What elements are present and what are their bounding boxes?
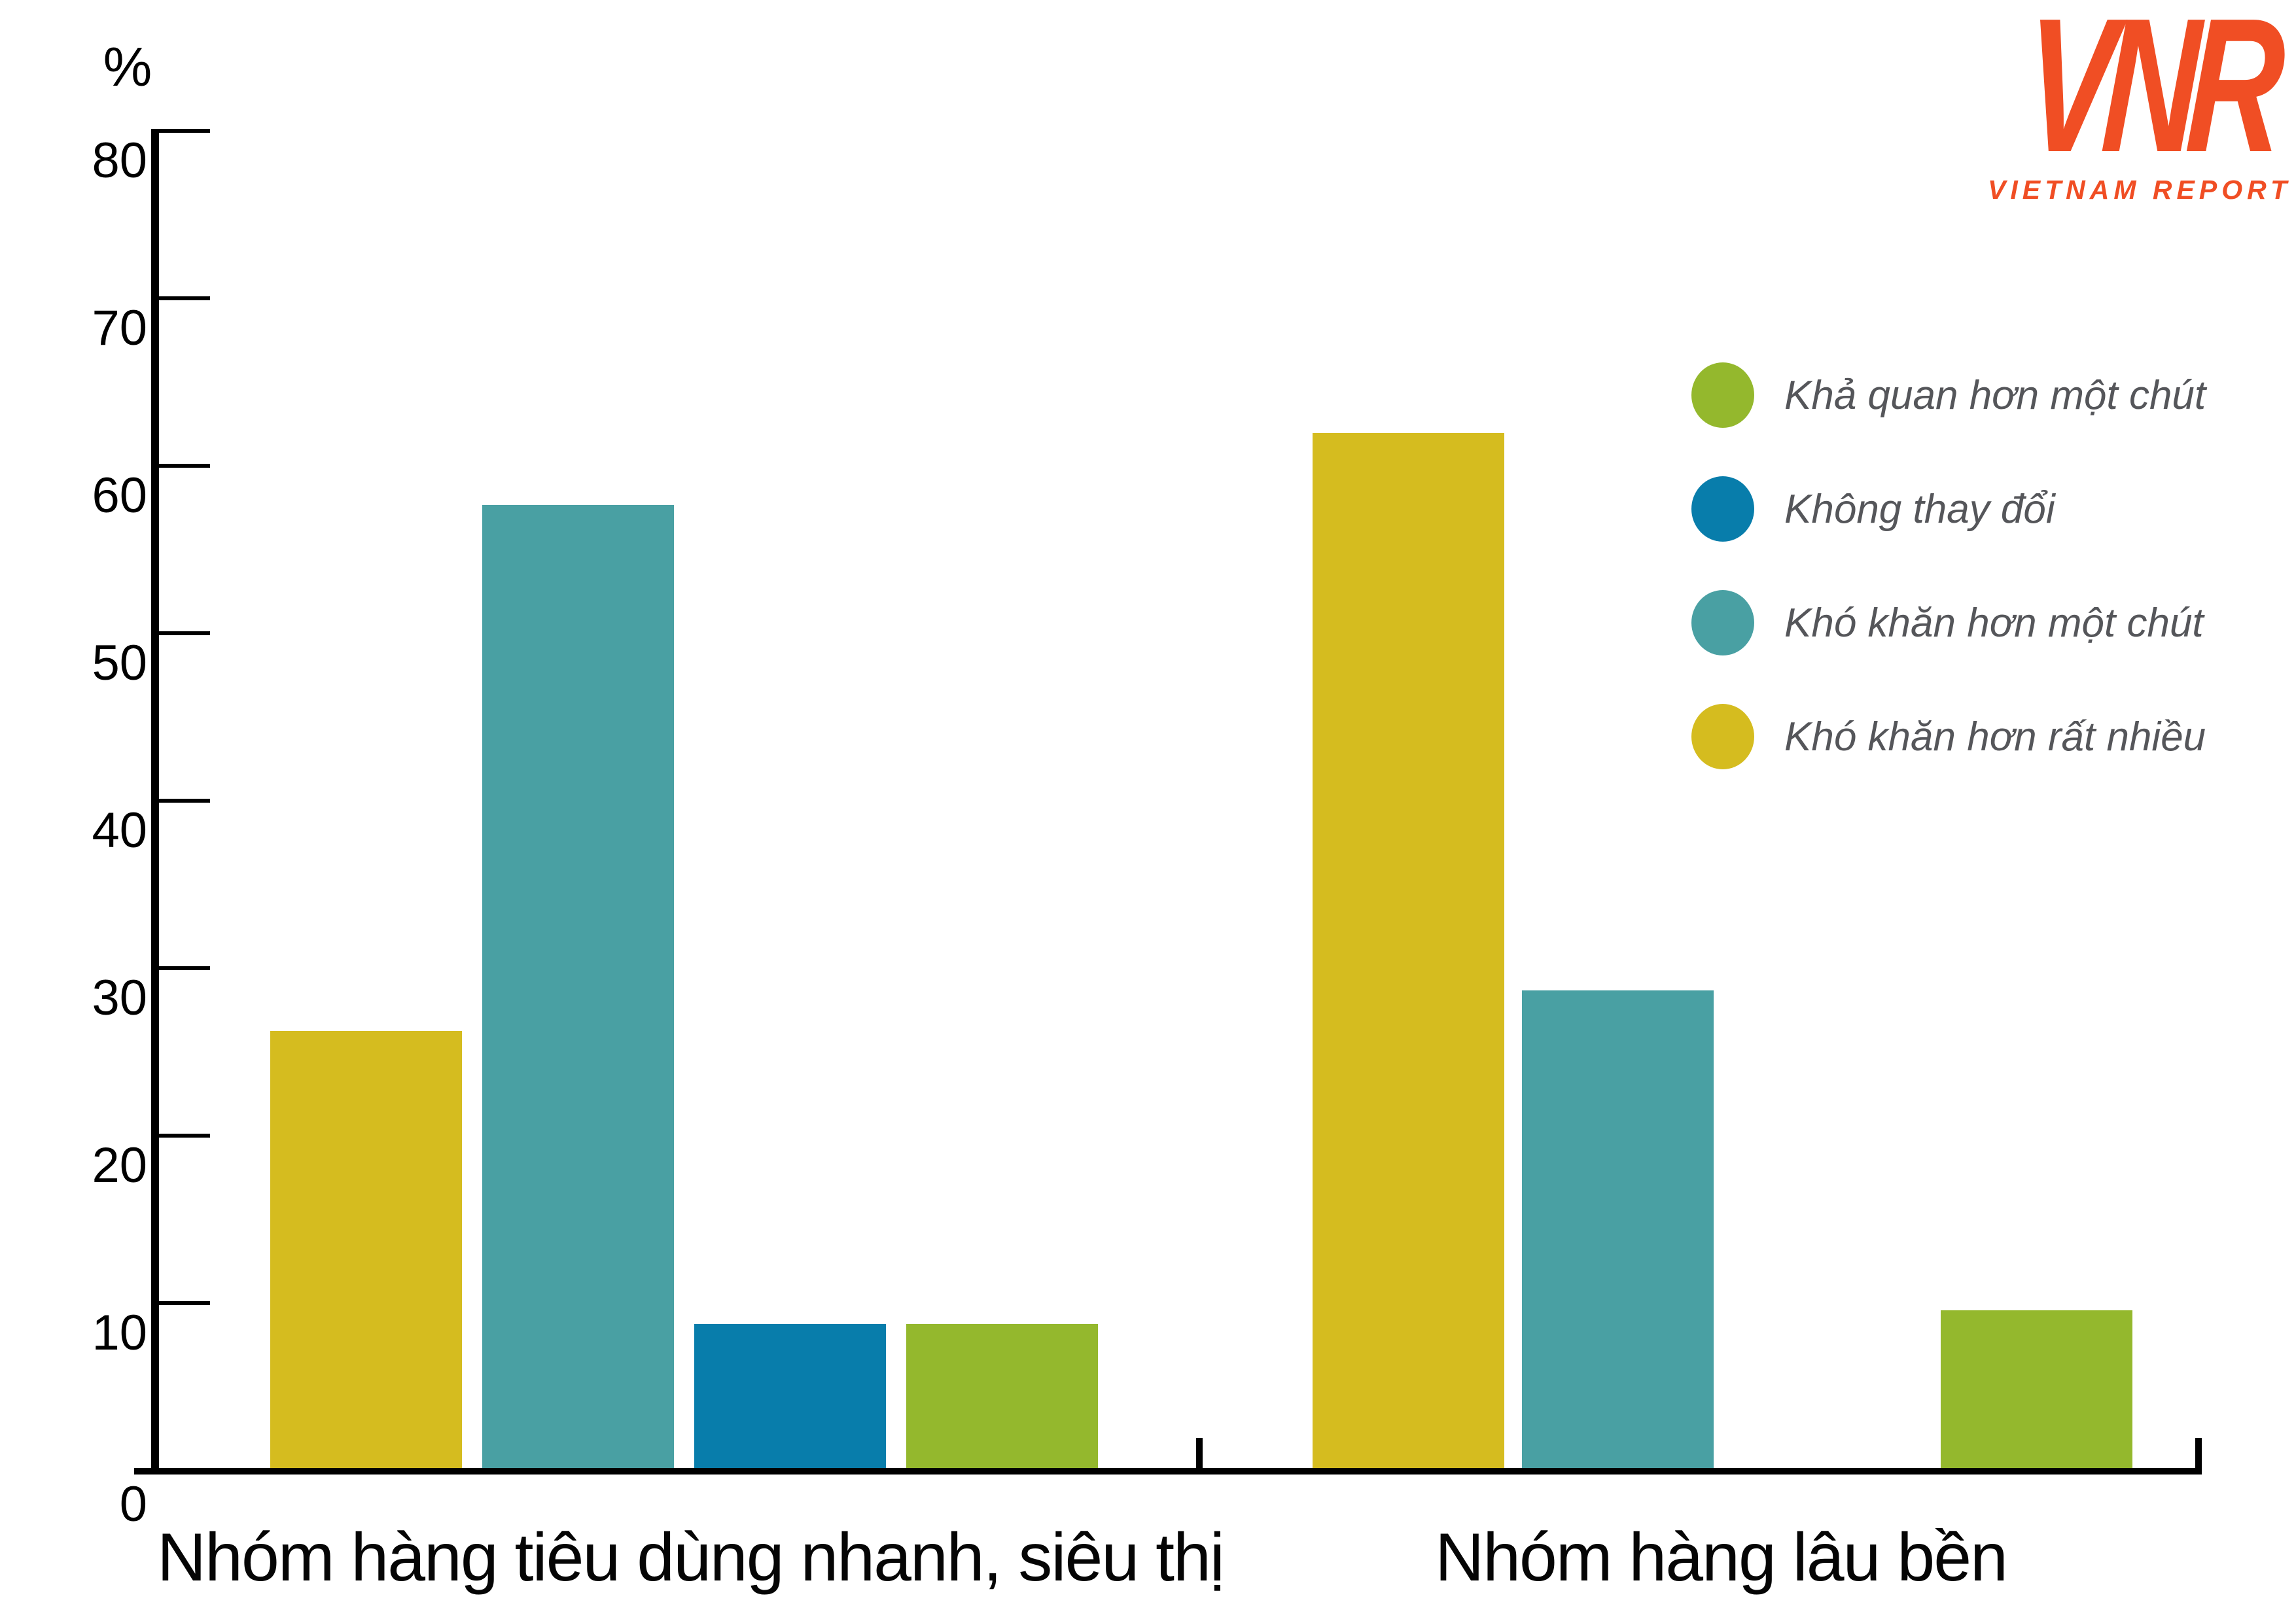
legend-label: Không thay đổi [1784, 486, 2055, 532]
y-tick-line [159, 129, 210, 133]
y-tick-line [159, 464, 210, 468]
y-tick-line [159, 631, 210, 635]
vnr-logo-letters: VNR [2021, 0, 2278, 192]
y-tick-line [159, 296, 210, 300]
legend-label: Khả quan hơn một chút [1784, 372, 2206, 418]
bar [694, 1324, 886, 1468]
y-tick-label: 0 [119, 1476, 147, 1532]
bar [1313, 433, 1504, 1468]
y-tick-line [159, 1134, 210, 1138]
vnr-logo-subtitle: VIETNAM REPORT [1988, 175, 2291, 205]
category-label: Nhóm hàng tiêu dùng nhanh, siêu thị [157, 1520, 1225, 1596]
y-tick-label: 40 [92, 803, 147, 858]
category-label: Nhóm hàng lâu bền [1435, 1520, 2008, 1596]
legend-item: Không thay đổi [1691, 476, 2293, 542]
x-axis-line [134, 1468, 2202, 1475]
y-tick-label: 20 [92, 1138, 147, 1193]
y-tick-label: 50 [92, 635, 147, 691]
legend-item: Khó khăn hơn rất nhiều [1691, 704, 2293, 769]
y-tick-line [159, 966, 210, 970]
y-tick-label: 80 [92, 133, 147, 188]
y-tick-label: 60 [92, 468, 147, 523]
vnr-logo: VNR VIETNAM REPORT [1983, 0, 2296, 205]
legend-marker-icon [1691, 476, 1754, 542]
legend-item: Khó khăn hơn một chút [1691, 590, 2293, 655]
bar [482, 505, 674, 1468]
legend-label: Khó khăn hơn một chút [1784, 600, 2204, 646]
y-tick-label: 70 [92, 300, 147, 356]
bar [270, 1031, 462, 1468]
legend-item: Khả quan hơn một chút [1691, 362, 2293, 428]
legend-marker-icon [1691, 704, 1754, 769]
bar [1522, 990, 1714, 1468]
y-tick-label: 30 [92, 970, 147, 1026]
y-tick-line [159, 799, 210, 803]
y-tick-line [159, 1301, 210, 1305]
bar [1941, 1310, 2132, 1468]
x-axis-group-separator-tick [1196, 1438, 1203, 1468]
legend-marker-icon [1691, 362, 1754, 428]
x-axis-end-tick [2195, 1438, 2202, 1468]
legend-marker-icon [1691, 590, 1754, 655]
y-axis-line [151, 129, 159, 1475]
legend-label: Khó khăn hơn rất nhiều [1784, 714, 2206, 759]
y-tick-label: 10 [92, 1305, 147, 1361]
bar [906, 1324, 1098, 1468]
y-axis-unit-label: % [103, 36, 152, 97]
